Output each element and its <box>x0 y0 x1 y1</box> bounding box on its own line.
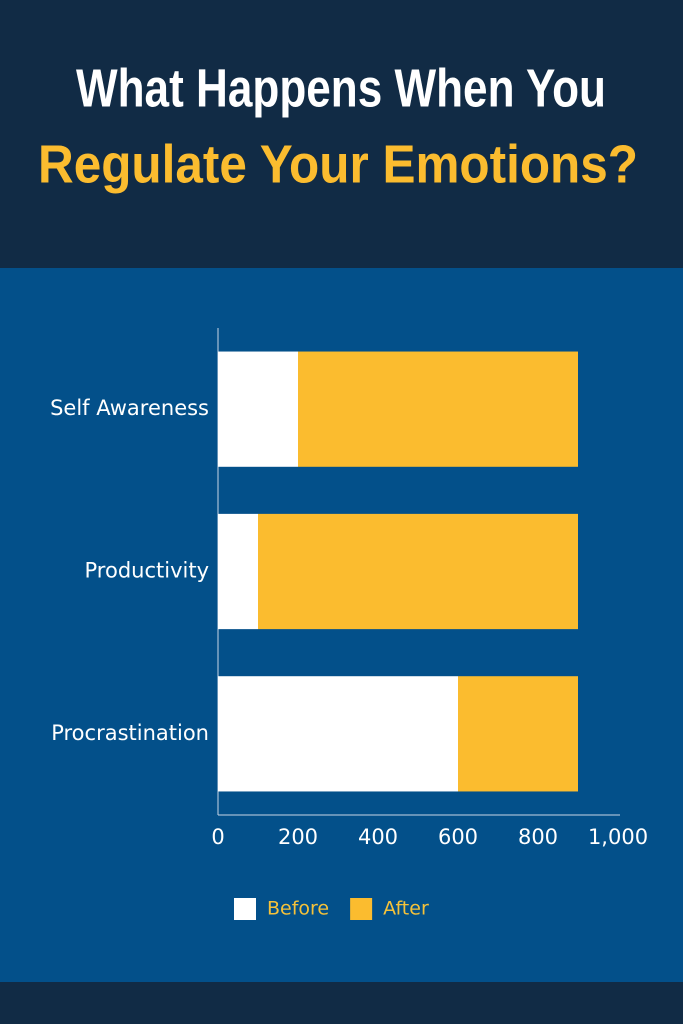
x-tick-label: 200 <box>278 825 318 849</box>
legend-label: After <box>383 898 429 920</box>
legend-swatch <box>350 898 373 920</box>
x-tick-label: 0 <box>211 825 224 849</box>
y-tick-label: Procrastination <box>51 721 209 745</box>
legend-swatch <box>234 898 256 920</box>
bar <box>458 676 578 792</box>
y-tick-label: Self Awareness <box>50 396 209 420</box>
x-tick-label: 400 <box>358 825 398 849</box>
chart-title: What Happens When You <box>76 58 606 118</box>
x-tick-label: 600 <box>438 825 478 849</box>
x-tick-label: 1,000 <box>588 825 648 849</box>
header-band <box>0 0 683 268</box>
y-tick-label: Productivity <box>85 559 210 583</box>
footer-band <box>0 982 683 1024</box>
bar <box>218 513 258 630</box>
legend-label: Before <box>267 898 329 920</box>
bar <box>298 351 578 467</box>
x-tick-label: 800 <box>518 825 558 849</box>
chart-subtitle: Regulate Your Emotions? <box>38 134 638 194</box>
bar <box>218 351 298 467</box>
bar <box>218 676 458 792</box>
bar <box>258 513 578 630</box>
